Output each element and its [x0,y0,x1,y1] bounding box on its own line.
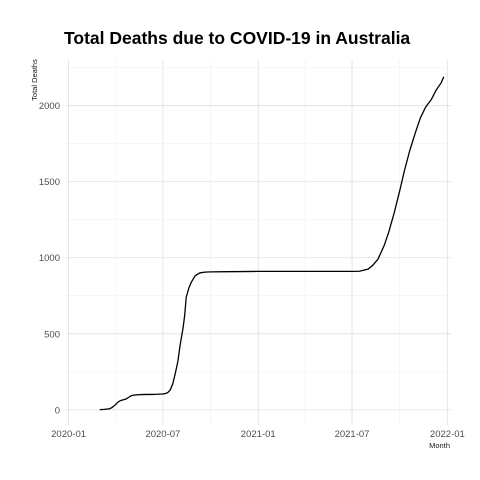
x-tick-label: 2020-07 [145,429,180,440]
x-tick-label: 2021-07 [335,429,370,440]
x-tick-label: 2022-01 [430,429,465,440]
y-tick-label: 2000 [39,101,60,112]
x-tick-labels: 2020-01 2020-07 2021-01 2021-07 2022-01 [51,429,465,440]
x-tick-label: 2021-01 [241,429,276,440]
y-tick-labels: 0 500 1000 1500 2000 [39,101,60,416]
total-deaths-line [99,76,445,411]
y-axis-title: Total Deaths [30,59,39,101]
x-tick-label: 2020-01 [51,429,86,440]
chart-title: Total Deaths due to COVID-19 in Australi… [64,28,410,48]
y-tick-label: 1000 [39,253,60,264]
y-tick-label: 500 [44,329,60,340]
y-tick-label: 0 [55,405,60,416]
grid [66,60,451,425]
y-tick-label: 1500 [39,177,60,188]
x-axis-title: Month [429,441,450,450]
